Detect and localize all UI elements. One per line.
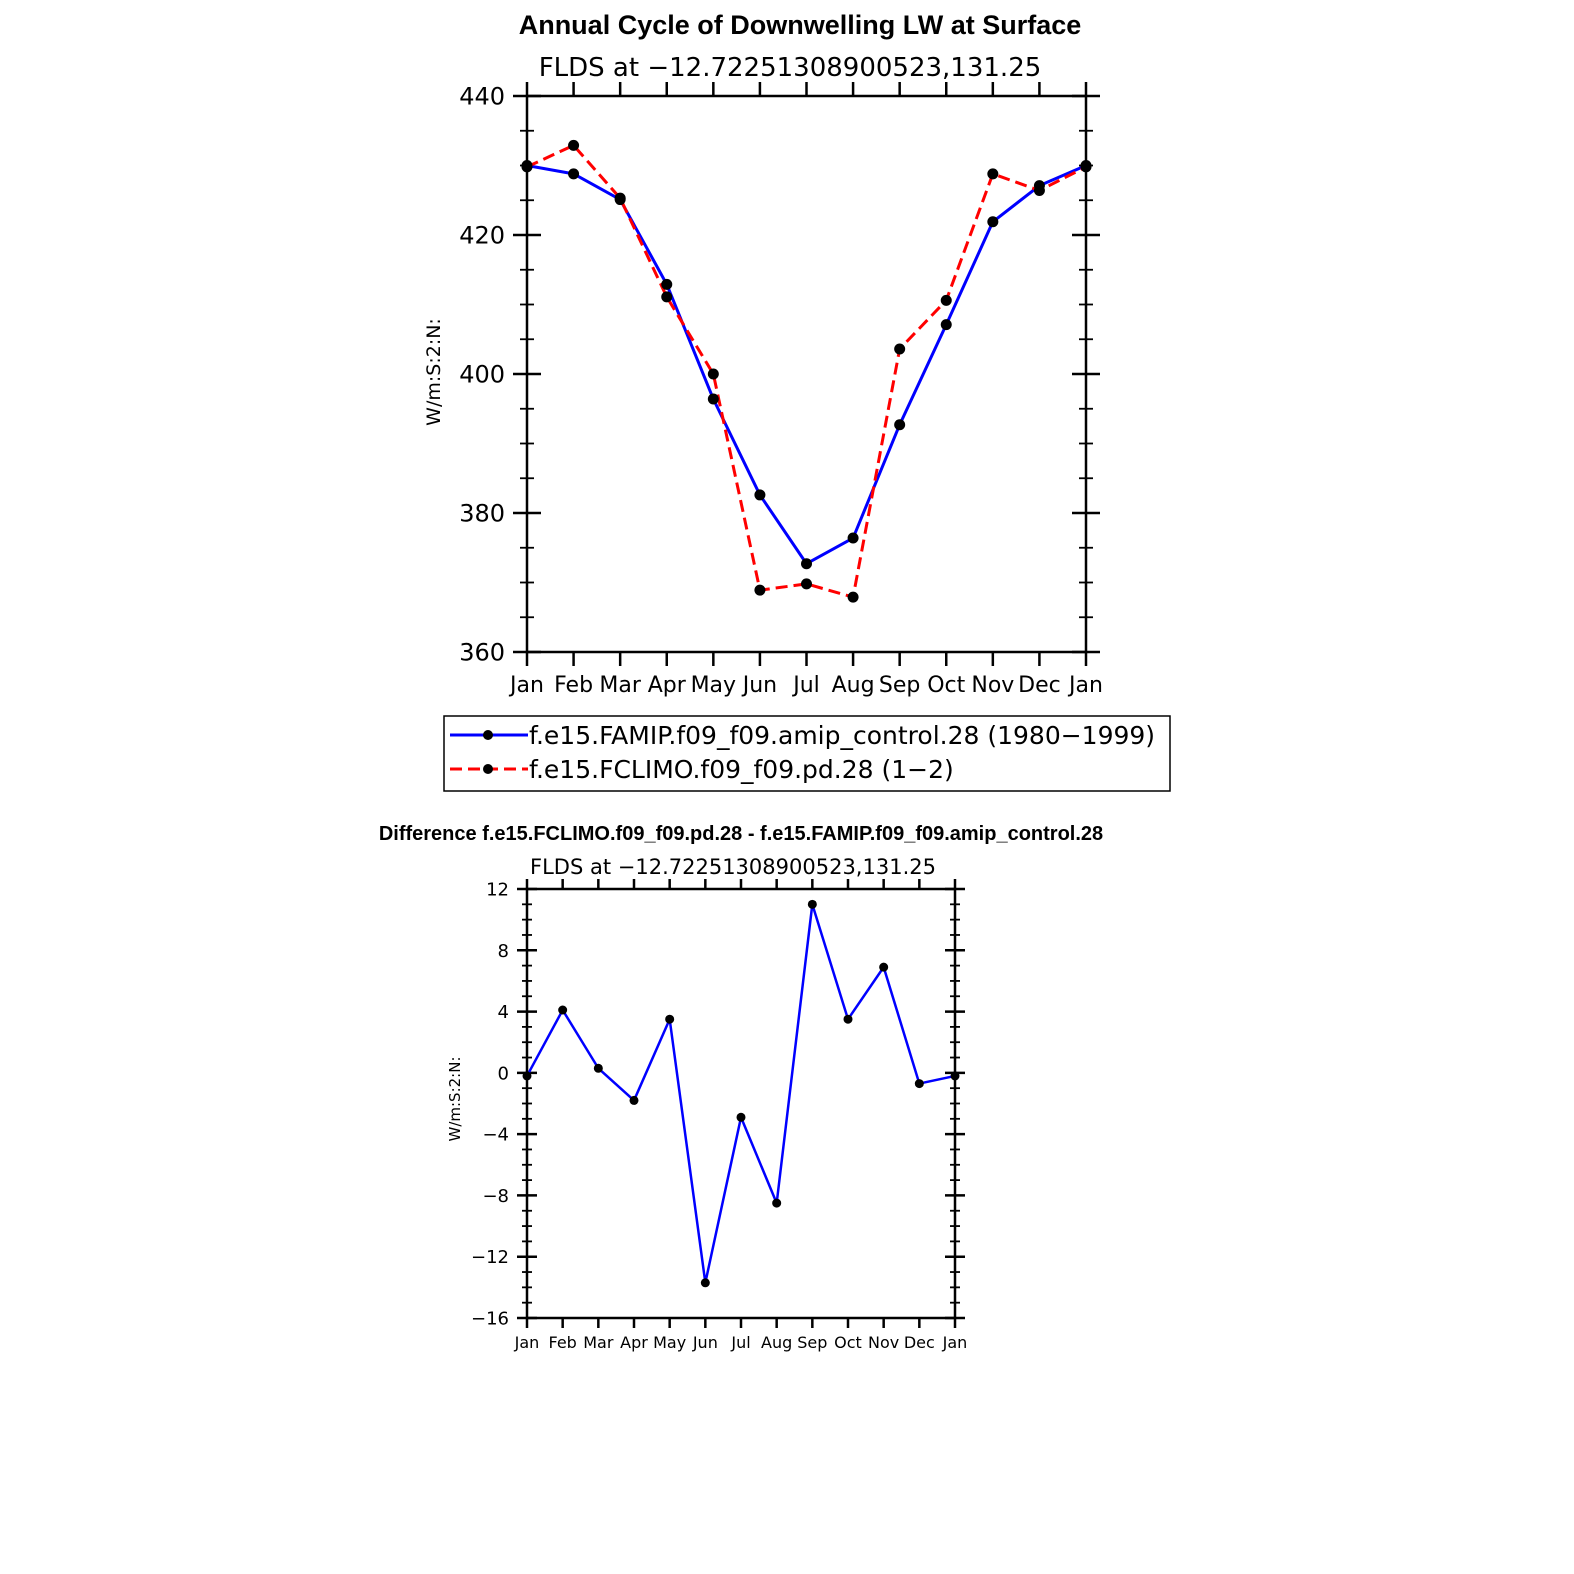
x-tick-label: Feb <box>554 673 593 698</box>
x-tick-label: Sep <box>797 1333 827 1352</box>
bottom-chart-subtitle: FLDS at −12.72251308900523,131.25 <box>530 855 936 879</box>
data-point-0 <box>843 1014 853 1024</box>
data-point-0 <box>736 1112 746 1122</box>
data-point-1 <box>614 192 626 204</box>
x-tick-label: May <box>691 673 736 698</box>
x-tick-label: Mar <box>599 673 641 698</box>
data-point-1 <box>1033 185 1045 197</box>
y-tick-label: −12 <box>471 1247 509 1268</box>
y-tick-label: 360 <box>459 639 505 667</box>
x-tick-label: Dec <box>904 1333 935 1352</box>
data-point-1 <box>847 591 859 603</box>
bottom-y-tick-labels: −16 −12 −8 −4 0 4 8 12 <box>471 879 509 1329</box>
top-chart-ylabel: W/m:S:2:N: <box>423 318 445 426</box>
data-point-0 <box>987 216 999 228</box>
x-tick-label: Apr <box>620 1333 648 1352</box>
x-tick-label: Jul <box>791 673 820 698</box>
x-tick-label: Feb <box>549 1333 577 1352</box>
top-x-tick-labels: Jan Feb Mar Apr May Jun Jul Aug Sep Oct Nov Dec Jan <box>508 673 1103 698</box>
bottom-x-tick-labels: Jan Feb Mar Apr May Jun Jul Aug Sep Oct Nov Dec Jan <box>514 1333 968 1352</box>
x-tick-label: Jul <box>730 1333 750 1352</box>
data-point-0 <box>707 393 719 405</box>
data-point-0 <box>558 1005 568 1015</box>
data-point-0 <box>772 1198 782 1208</box>
x-tick-label: Dec <box>1018 673 1061 698</box>
bottom-chart-ylabel: W/m:S:2:N: <box>446 1057 464 1142</box>
x-tick-label: Jun <box>741 673 777 698</box>
y-tick-label: −16 <box>471 1308 509 1329</box>
data-point-1 <box>987 168 999 180</box>
x-tick-label: Aug <box>832 673 875 698</box>
y-tick-label: 12 <box>486 879 509 900</box>
data-point-0 <box>665 1014 675 1024</box>
data-point-1 <box>754 584 766 596</box>
x-tick-label: Jan <box>514 1333 540 1352</box>
x-tick-label: Apr <box>648 673 687 698</box>
series-line-0 <box>525 903 956 1285</box>
x-tick-label: Jan <box>508 673 544 698</box>
x-tick-label: Jan <box>942 1333 968 1352</box>
x-tick-label: Aug <box>761 1333 792 1352</box>
data-point-1 <box>707 368 719 380</box>
x-tick-label: Oct <box>834 1333 862 1352</box>
data-point-1 <box>940 294 952 306</box>
data-point-0 <box>568 168 580 180</box>
bottom-chart-title: Difference f.e15.FCLIMO.f09_f09.pd.28 - … <box>379 823 1103 845</box>
data-point-0 <box>807 899 817 909</box>
y-tick-label: 0 <box>498 1063 509 1084</box>
y-tick-label: 440 <box>459 83 505 111</box>
data-point-0 <box>847 532 859 544</box>
top-plot-frame <box>525 94 1088 654</box>
y-tick-label: 8 <box>498 941 509 962</box>
bottom-axis-ticks <box>517 879 965 1328</box>
top-chart-title: Annual Cycle of Downwelling LW at Surfac… <box>519 10 1082 40</box>
top-chart: Annual Cycle of Downwelling LW at Surfac… <box>423 10 1171 792</box>
y-tick-label: 380 <box>459 500 505 528</box>
legend-marker-blue <box>483 730 493 740</box>
top-legend: f.e15.FAMIP.f09_f09.amip_control.28 (198… <box>443 715 1171 792</box>
top-series-layer <box>521 139 1092 603</box>
series-line-0 <box>526 164 1087 566</box>
data-point-0 <box>700 1278 710 1288</box>
data-point-1 <box>568 139 580 151</box>
top-y-tick-labels: 360 380 400 420 440 <box>459 83 505 667</box>
legend-label-blue: f.e15.FAMIP.f09_f09.amip_control.28 (198… <box>529 721 1155 750</box>
x-tick-label: May <box>653 1333 686 1352</box>
x-tick-label: Jun <box>692 1333 718 1352</box>
x-tick-label: Jan <box>1067 673 1103 698</box>
bottom-plot-frame <box>525 887 957 1320</box>
x-tick-label: Nov <box>868 1333 899 1352</box>
y-tick-label: −4 <box>482 1125 509 1146</box>
y-tick-label: 420 <box>459 222 505 250</box>
legend-label-red: f.e15.FCLIMO.f09_f09.pd.28 (1−2) <box>529 755 954 784</box>
legend-box <box>443 715 1171 792</box>
x-tick-label: Nov <box>971 673 1014 698</box>
legend-marker-red <box>483 764 493 774</box>
data-point-1 <box>894 343 906 355</box>
y-tick-label: 4 <box>498 1002 509 1023</box>
data-point-0 <box>914 1079 924 1089</box>
data-point-0 <box>629 1095 639 1105</box>
data-point-0 <box>894 419 906 431</box>
x-tick-label: Mar <box>583 1333 614 1352</box>
y-tick-label: −8 <box>482 1186 509 1207</box>
x-tick-label: Sep <box>879 673 920 698</box>
data-point-0 <box>879 962 889 972</box>
data-point-0 <box>940 319 952 331</box>
data-point-0 <box>593 1063 603 1073</box>
data-point-0 <box>801 558 812 570</box>
bottom-chart: Difference f.e15.FCLIMO.f09_f09.pd.28 - … <box>379 823 1103 1352</box>
x-tick-label: Oct <box>927 673 965 698</box>
top-chart-subtitle: FLDS at −12.72251308900523,131.25 <box>539 53 1042 83</box>
data-point-1 <box>801 578 812 590</box>
bottom-series-layer <box>522 899 960 1288</box>
y-tick-label: 400 <box>459 361 505 389</box>
data-point-0 <box>661 278 673 290</box>
data-point-0 <box>754 489 766 501</box>
data-point-1 <box>661 291 673 303</box>
